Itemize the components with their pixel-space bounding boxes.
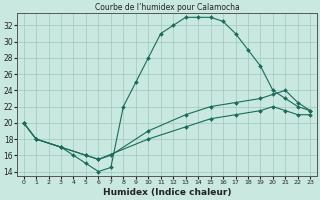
Title: Courbe de l’humidex pour Calamocha: Courbe de l’humidex pour Calamocha	[95, 3, 239, 12]
X-axis label: Humidex (Indice chaleur): Humidex (Indice chaleur)	[103, 188, 231, 197]
